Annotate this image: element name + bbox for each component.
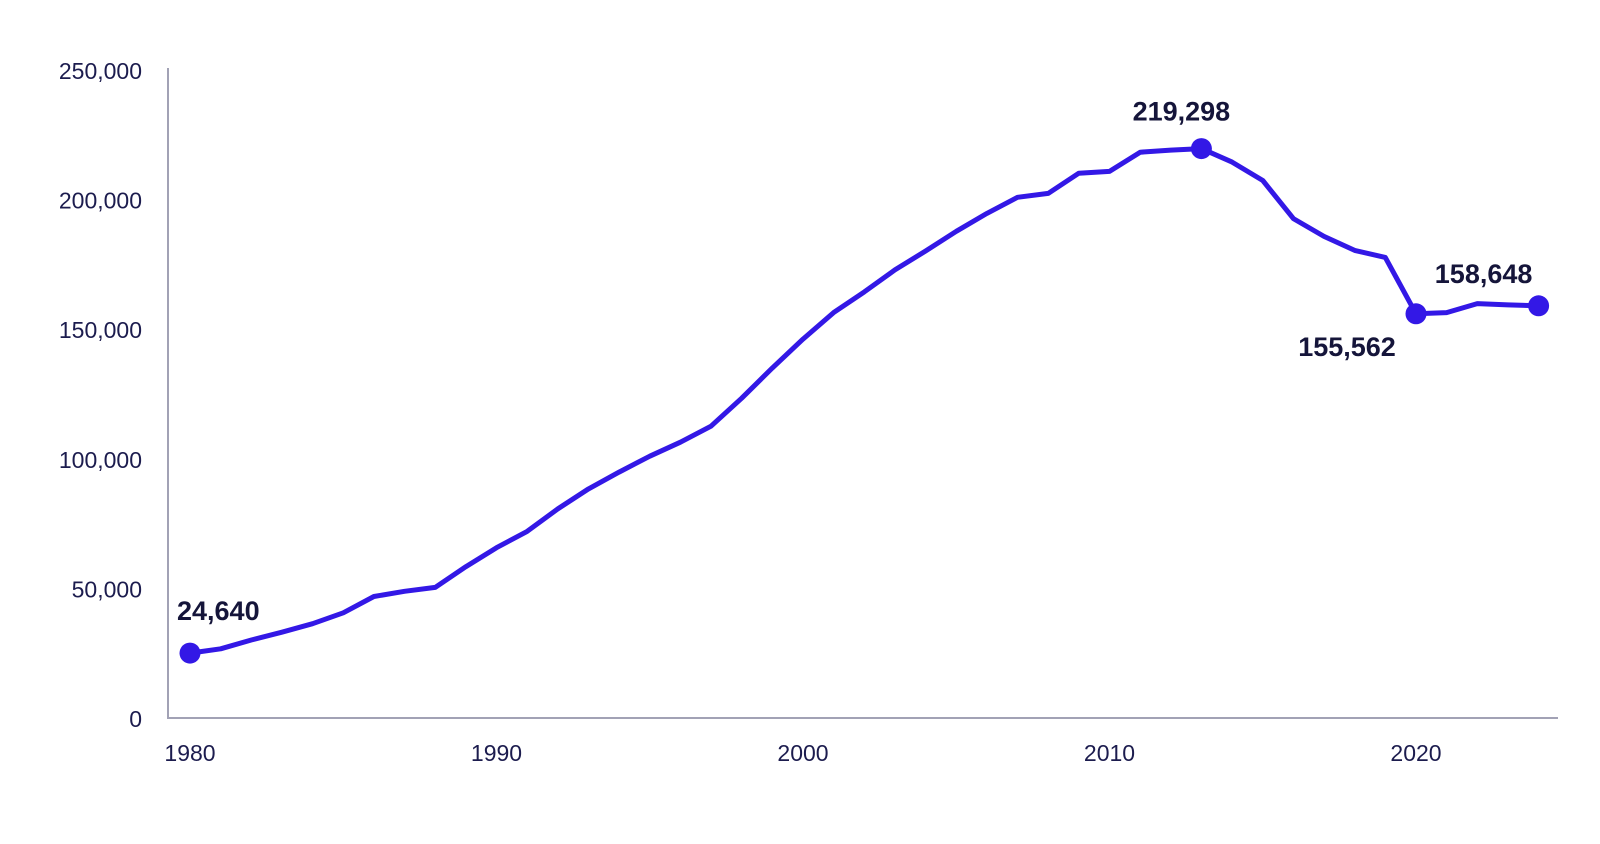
data-point-marker bbox=[179, 642, 201, 664]
data-point-marker bbox=[1405, 303, 1427, 325]
trend-line bbox=[187, 146, 1542, 656]
x-tick-label: 2010 bbox=[1084, 740, 1135, 766]
y-tick-label: 100,000 bbox=[59, 447, 142, 473]
y-tick-label: 50,000 bbox=[72, 576, 142, 602]
point-annotation: 155,562 bbox=[1298, 332, 1396, 362]
y-tick-label: 150,000 bbox=[59, 317, 142, 343]
data-point-marker bbox=[1528, 295, 1550, 317]
y-tick-label: 250,000 bbox=[59, 58, 142, 84]
data-point-marker bbox=[1190, 138, 1212, 160]
x-tick-label: 2020 bbox=[1390, 740, 1441, 766]
y-tick-label: 0 bbox=[129, 706, 142, 732]
point-annotation: 24,640 bbox=[177, 596, 260, 626]
point-annotation: 158,648 bbox=[1435, 259, 1533, 289]
x-tick-label: 2000 bbox=[777, 740, 828, 766]
x-tick-label: 1990 bbox=[471, 740, 522, 766]
y-tick-label: 200,000 bbox=[59, 188, 142, 214]
point-annotation: 219,298 bbox=[1133, 97, 1231, 127]
x-tick-label: 1980 bbox=[164, 740, 215, 766]
